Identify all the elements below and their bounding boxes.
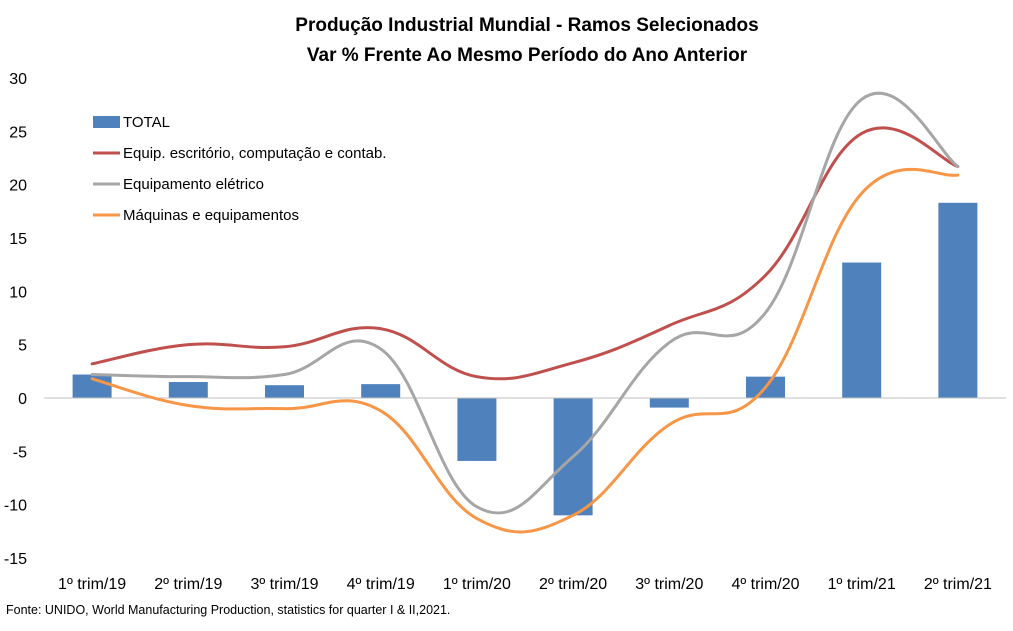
bar-total [265, 385, 304, 398]
chart-title: Produção Industrial Mundial - Ramos Sele… [295, 15, 758, 36]
bar-total [457, 398, 497, 461]
series-line-2 [90, 91, 960, 515]
bars [72, 202, 978, 516]
x-tick-label: 1º trim/20 [443, 576, 511, 593]
legend-swatch [93, 116, 120, 128]
y-tick-label: -10 [4, 498, 27, 515]
x-tick-label: 2º trim/19 [154, 576, 222, 593]
bar-total [649, 398, 689, 408]
x-tick-label: 2º trim/20 [539, 576, 607, 593]
y-tick-label: 30 [9, 71, 27, 88]
legend-label: Equipamento elétrico [123, 176, 264, 193]
bar-total [168, 382, 208, 398]
x-tick-label: 1º trim/21 [828, 576, 896, 593]
series-line-1 [90, 126, 960, 381]
series-line-3 [90, 167, 960, 534]
y-axis: 30 25 20 15 10 5 0 -5 -10 -15 [4, 71, 27, 568]
bar-total [938, 202, 978, 398]
series-lines [90, 91, 960, 534]
y-tick-label: -15 [4, 551, 27, 568]
x-tick-label: 4º trim/20 [731, 576, 799, 593]
y-tick-label: 15 [9, 231, 27, 248]
x-axis: 1º trim/19 2º trim/19 3º trim/19 4º trim/19… [58, 576, 992, 593]
bar-total [842, 262, 882, 398]
legend: TOTAL Equip. escritório, computação e con… [93, 114, 386, 224]
y-tick-label: 0 [18, 391, 27, 408]
y-tick-label: 25 [9, 124, 27, 141]
source-note: Fonte: UNIDO, World Manufacturing Produc… [6, 603, 451, 617]
y-tick-label: -5 [13, 444, 27, 461]
legend-label: Equip. escritório, computação e contab. [123, 145, 386, 162]
x-tick-label: 4º trim/19 [347, 576, 415, 593]
legend-label: Máquinas e equipamentos [123, 207, 299, 224]
x-tick-label: 1º trim/19 [58, 576, 126, 593]
bar-total [361, 384, 401, 398]
x-tick-label: 2º trim/21 [924, 576, 992, 593]
chart-subtitle: Var % Frente Ao Mesmo Período do Ano Ant… [307, 45, 748, 66]
x-tick-label: 3º trim/19 [250, 576, 318, 593]
x-tick-label: 3º trim/20 [635, 576, 703, 593]
y-tick-label: 10 [9, 284, 27, 301]
y-tick-label: 20 [9, 178, 27, 195]
legend-label: TOTAL [123, 114, 170, 131]
y-tick-label: 5 [18, 338, 27, 355]
